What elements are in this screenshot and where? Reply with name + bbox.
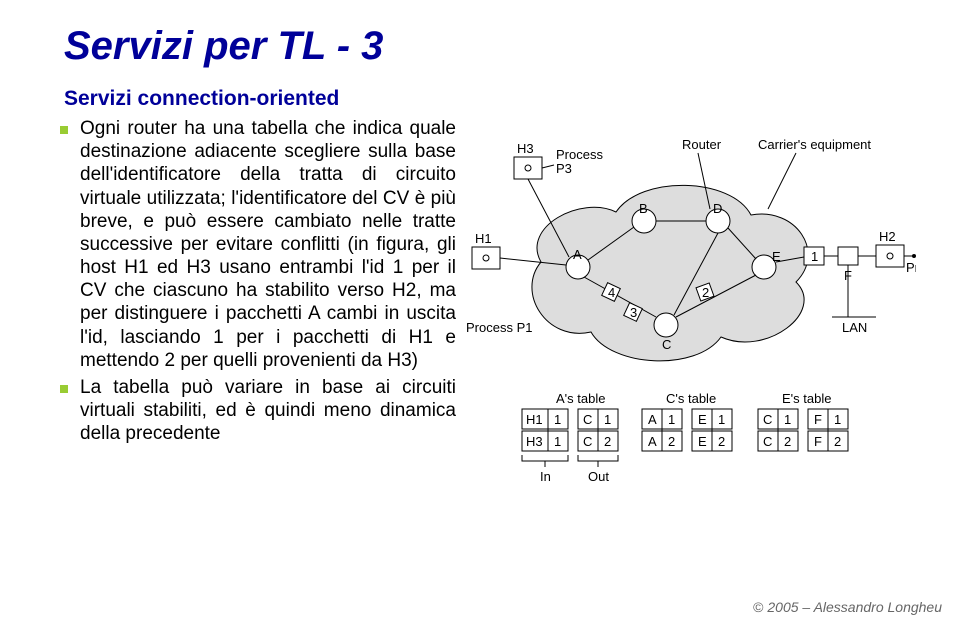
router-label: Router bbox=[682, 137, 722, 152]
svg-text:1: 1 bbox=[834, 412, 841, 427]
svg-text:A: A bbox=[573, 247, 582, 262]
svg-text:E: E bbox=[698, 434, 707, 449]
bullet-item: Ogni router ha una tabella che indica qu… bbox=[58, 117, 456, 372]
e-table: C 1 F 1 C 2 F 2 bbox=[758, 409, 848, 451]
svg-text:2: 2 bbox=[668, 434, 675, 449]
svg-text:1: 1 bbox=[668, 412, 675, 427]
host-h1: H1 bbox=[472, 231, 500, 269]
svg-text:H2: H2 bbox=[879, 229, 896, 244]
a-table-title: A's table bbox=[556, 391, 605, 406]
process-p1-label: Process P1 bbox=[466, 320, 532, 335]
c-table-title: C's table bbox=[666, 391, 716, 406]
node-f bbox=[838, 247, 858, 265]
in-label: In bbox=[540, 469, 551, 484]
content-columns: Ogni router ha una tabella che indica qu… bbox=[58, 117, 920, 577]
bullet-item: La tabella può variare in base ai circui… bbox=[58, 376, 456, 446]
c-table: A 1 E 1 A 2 E 2 bbox=[642, 409, 732, 451]
svg-text:1: 1 bbox=[811, 249, 818, 264]
p3-label: P3 bbox=[556, 161, 572, 176]
host-h2: H2 bbox=[876, 229, 904, 267]
lan-label: LAN bbox=[842, 320, 867, 335]
text-column: Ogni router ha una tabella che indica qu… bbox=[58, 117, 456, 577]
svg-text:F: F bbox=[814, 412, 822, 427]
svg-text:D: D bbox=[713, 201, 722, 216]
slide: Servizi per TL - 3 Servizi connection-or… bbox=[0, 0, 960, 621]
svg-text:2: 2 bbox=[718, 434, 725, 449]
host-h3: H3 bbox=[514, 141, 542, 179]
process-p3-label: Process bbox=[556, 147, 603, 162]
svg-text:1: 1 bbox=[604, 412, 611, 427]
svg-text:2: 2 bbox=[702, 285, 709, 300]
svg-text:2: 2 bbox=[784, 434, 791, 449]
svg-text:4: 4 bbox=[608, 285, 615, 300]
svg-text:B: B bbox=[639, 201, 648, 216]
network-diagram: Router Carrier's equipment H3 Process P3 bbox=[466, 117, 916, 577]
svg-text:1: 1 bbox=[554, 434, 561, 449]
e-table-title: E's table bbox=[782, 391, 831, 406]
a-table: H1 1 C 1 H3 1 C 2 bbox=[522, 409, 618, 451]
svg-text:3: 3 bbox=[630, 305, 637, 320]
svg-text:1: 1 bbox=[784, 412, 791, 427]
footer: 2005 – Alessandro Longheu bbox=[753, 599, 942, 615]
svg-text:1: 1 bbox=[554, 412, 561, 427]
svg-text:C: C bbox=[763, 434, 772, 449]
svg-text:1: 1 bbox=[718, 412, 725, 427]
out-label: Out bbox=[588, 469, 609, 484]
carrier-label: Carrier's equipment bbox=[758, 137, 871, 152]
svg-text:F: F bbox=[814, 434, 822, 449]
svg-text:H3: H3 bbox=[517, 141, 534, 156]
svg-text:H3: H3 bbox=[526, 434, 543, 449]
process-p2-label: Process P2 bbox=[906, 260, 916, 275]
svg-text:C: C bbox=[583, 434, 592, 449]
svg-text:A: A bbox=[648, 434, 657, 449]
page-subtitle: Servizi connection-oriented bbox=[64, 87, 920, 111]
svg-text:H1: H1 bbox=[526, 412, 543, 427]
diagram-column: Router Carrier's equipment H3 Process P3 bbox=[466, 117, 920, 577]
svg-text:C: C bbox=[763, 412, 772, 427]
svg-text:E: E bbox=[698, 412, 707, 427]
bullet-list: Ogni router ha una tabella che indica qu… bbox=[58, 117, 456, 445]
svg-text:H1: H1 bbox=[475, 231, 492, 246]
svg-text:2: 2 bbox=[604, 434, 611, 449]
page-title: Servizi per TL - 3 bbox=[64, 24, 920, 69]
svg-text:C: C bbox=[583, 412, 592, 427]
svg-text:C: C bbox=[662, 337, 671, 352]
svg-text:A: A bbox=[648, 412, 657, 427]
svg-text:2: 2 bbox=[834, 434, 841, 449]
